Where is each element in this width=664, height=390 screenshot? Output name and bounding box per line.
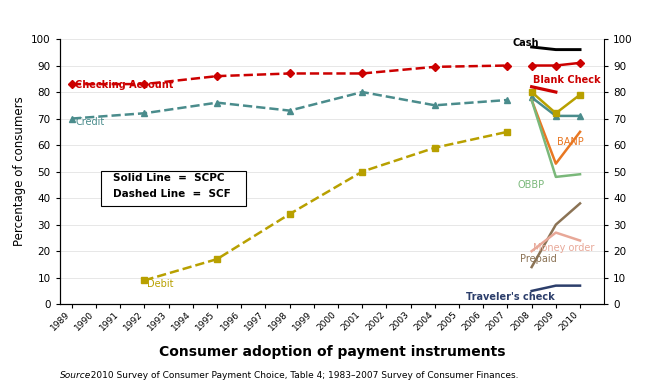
Text: Cash: Cash — [513, 37, 539, 48]
Text: Money order: Money order — [533, 243, 594, 253]
Text: Traveler's check: Traveler's check — [466, 292, 555, 302]
Text: OBBP: OBBP — [517, 179, 544, 190]
Text: Credit: Credit — [76, 117, 105, 127]
Text: Consumer adoption of payment instruments: Consumer adoption of payment instruments — [159, 345, 505, 359]
FancyBboxPatch shape — [101, 171, 246, 206]
Text: Dashed Line  =  SCF: Dashed Line = SCF — [113, 189, 231, 199]
Text: Source: Source — [60, 371, 91, 380]
Text: BANP: BANP — [557, 137, 584, 147]
Text: Solid Line  =  SCPC: Solid Line = SCPC — [113, 173, 224, 183]
Text: : 2010 Survey of Consumer Payment Choice, Table 4; 1983–2007 Survey of Consumer : : 2010 Survey of Consumer Payment Choice… — [85, 371, 519, 380]
Text: Debit: Debit — [147, 279, 173, 289]
Text: Prepaid: Prepaid — [519, 254, 556, 264]
Y-axis label: Percentage of consumers: Percentage of consumers — [13, 97, 25, 246]
Text: Checking Account: Checking Account — [76, 80, 174, 90]
Text: Blank Check: Blank Check — [533, 75, 600, 85]
